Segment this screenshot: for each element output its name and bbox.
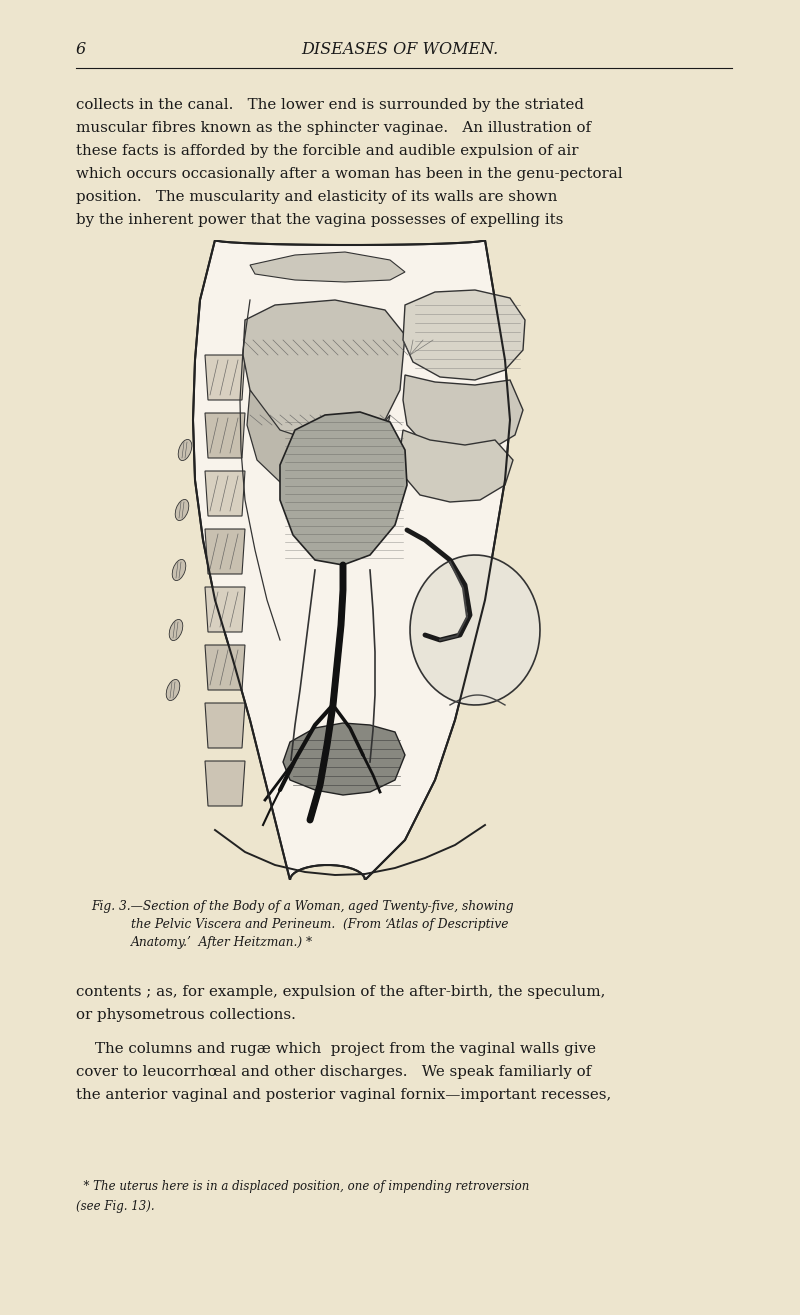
Ellipse shape (178, 439, 192, 460)
Polygon shape (205, 761, 245, 806)
Text: these facts is afforded by the forcible and audible expulsion of air: these facts is afforded by the forcible … (76, 145, 578, 158)
Text: position.   The muscularity and elasticity of its walls are shown: position. The muscularity and elasticity… (76, 189, 558, 204)
Text: muscular fibres known as the sphincter vaginae.   An illustration of: muscular fibres known as the sphincter v… (76, 121, 591, 135)
Polygon shape (193, 241, 510, 880)
Ellipse shape (175, 500, 189, 521)
Polygon shape (243, 300, 405, 450)
Polygon shape (403, 291, 525, 380)
Polygon shape (205, 355, 245, 400)
Text: DISEASES OF WOMEN.: DISEASES OF WOMEN. (302, 41, 498, 58)
Polygon shape (205, 644, 245, 690)
Text: contents ; as, for example, expulsion of the after-birth, the speculum,: contents ; as, for example, expulsion of… (76, 985, 606, 999)
Polygon shape (250, 252, 405, 281)
Text: or physometrous collections.: or physometrous collections. (76, 1009, 296, 1022)
Ellipse shape (166, 680, 180, 701)
Polygon shape (205, 529, 245, 575)
Text: cover to leucorrhœal and other discharges.   We speak familiarly of: cover to leucorrhœal and other discharge… (76, 1065, 591, 1080)
Polygon shape (283, 723, 405, 796)
Text: Fig. 3.—Section of the Body of a Woman, aged Twenty-five, showing: Fig. 3.—Section of the Body of a Woman, … (91, 899, 514, 913)
Text: (see Fig. 13).: (see Fig. 13). (76, 1201, 154, 1212)
Polygon shape (205, 586, 245, 633)
Text: the Pelvic Viscera and Perineum.  (From ‘Atlas of Descriptive: the Pelvic Viscera and Perineum. (From ‘… (131, 918, 509, 931)
Text: 6: 6 (76, 41, 86, 58)
Polygon shape (403, 375, 523, 452)
Text: Anatomy.’  After Heitzman.) *: Anatomy.’ After Heitzman.) * (131, 936, 313, 949)
Polygon shape (205, 704, 245, 748)
Ellipse shape (170, 619, 182, 640)
Polygon shape (400, 430, 513, 502)
Text: * The uterus here is in a displaced position, one of impending retroversion: * The uterus here is in a displaced posi… (76, 1180, 530, 1193)
Polygon shape (205, 413, 245, 458)
Polygon shape (205, 471, 245, 515)
Ellipse shape (172, 559, 186, 580)
Polygon shape (280, 412, 407, 565)
Text: collects in the canal.   The lower end is surrounded by the striated: collects in the canal. The lower end is … (76, 99, 584, 112)
Text: The columns and rugæ which  project from the vaginal walls give: The columns and rugæ which project from … (76, 1041, 596, 1056)
Text: by the inherent power that the vagina possesses of expelling its: by the inherent power that the vagina po… (76, 213, 563, 227)
Polygon shape (247, 391, 390, 492)
Text: which occurs occasionally after a woman has been in the genu-pectoral: which occurs occasionally after a woman … (76, 167, 622, 181)
Text: the anterior vaginal and posterior vaginal fornix—important recesses,: the anterior vaginal and posterior vagin… (76, 1088, 611, 1102)
Polygon shape (410, 555, 540, 705)
